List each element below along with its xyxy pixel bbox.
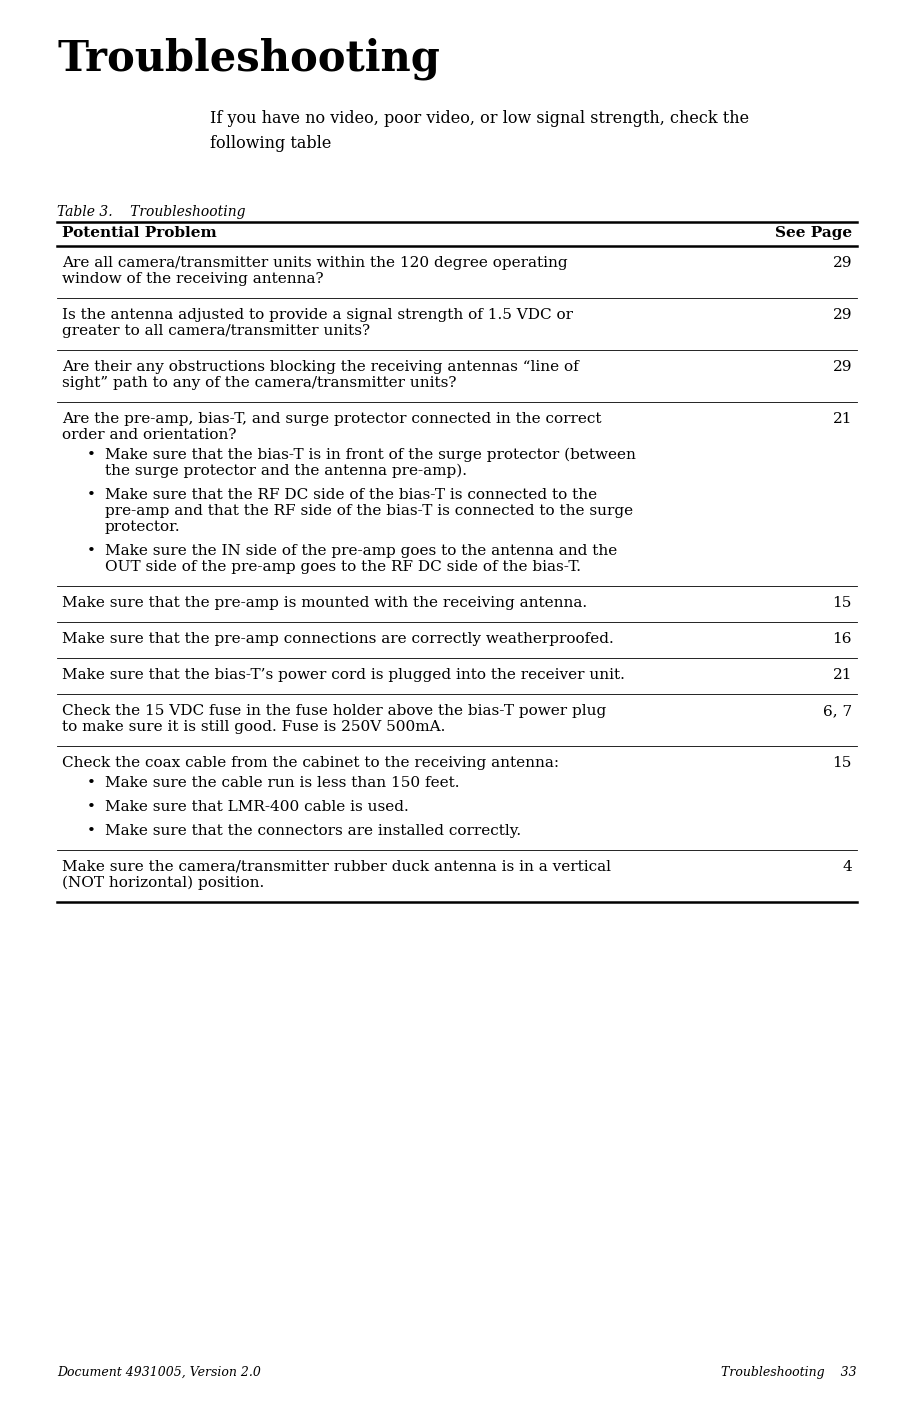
Text: •: • [87,777,96,789]
Text: Are the pre-amp, bias-T, and surge protector connected in the correct: Are the pre-amp, bias-T, and surge prote… [62,412,602,426]
Text: Make sure that the pre-amp is mounted with the receiving antenna.: Make sure that the pre-amp is mounted wi… [62,597,587,611]
Text: order and orientation?: order and orientation? [62,428,236,442]
Text: Troubleshooting    33: Troubleshooting 33 [722,1366,857,1379]
Text: 4: 4 [842,860,852,874]
Text: Table 3.    Troubleshooting: Table 3. Troubleshooting [57,205,245,219]
Text: Make sure that LMR-400 cable is used.: Make sure that LMR-400 cable is used. [105,801,409,815]
Text: protector.: protector. [105,521,180,535]
Text: 29: 29 [833,256,852,270]
Text: •: • [87,447,96,461]
Text: greater to all camera/transmitter units?: greater to all camera/transmitter units? [62,324,370,338]
Text: Troubleshooting: Troubleshooting [57,38,440,80]
Text: Make sure that the bias-T’s power cord is plugged into the receiver unit.: Make sure that the bias-T’s power cord i… [62,668,625,682]
Text: Potential Problem: Potential Problem [62,227,217,241]
Text: the surge protector and the antenna pre-amp).: the surge protector and the antenna pre-… [105,464,467,478]
Text: Make sure the cable run is less than 150 feet.: Make sure the cable run is less than 150… [105,777,460,789]
Text: 15: 15 [833,597,852,611]
Text: •: • [87,545,96,559]
Text: 15: 15 [833,756,852,770]
Text: 21: 21 [833,668,852,682]
Text: to make sure it is still good. Fuse is 250V 500mA.: to make sure it is still good. Fuse is 2… [62,720,445,734]
Text: Are all camera/transmitter units within the 120 degree operating: Are all camera/transmitter units within … [62,256,568,270]
Text: pre-amp and that the RF side of the bias-T is connected to the surge: pre-amp and that the RF side of the bias… [105,504,633,518]
Text: 29: 29 [833,360,852,374]
Text: 6, 7: 6, 7 [823,704,852,718]
Text: Make sure that the RF DC side of the bias-T is connected to the: Make sure that the RF DC side of the bia… [105,488,597,502]
Text: 16: 16 [833,632,852,646]
Text: Is the antenna adjusted to provide a signal strength of 1.5 VDC or: Is the antenna adjusted to provide a sig… [62,308,573,322]
Text: (NOT horizontal) position.: (NOT horizontal) position. [62,877,264,891]
Text: See Page: See Page [775,227,852,241]
Text: OUT side of the pre-amp goes to the RF DC side of the bias-T.: OUT side of the pre-amp goes to the RF D… [105,560,581,574]
Text: Make sure the IN side of the pre-amp goes to the antenna and the: Make sure the IN side of the pre-amp goe… [105,545,617,559]
Text: sight” path to any of the camera/transmitter units?: sight” path to any of the camera/transmi… [62,376,457,390]
Text: Are their any obstructions blocking the receiving antennas “line of: Are their any obstructions blocking the … [62,360,578,374]
Text: Check the coax cable from the cabinet to the receiving antenna:: Check the coax cable from the cabinet to… [62,756,560,770]
Text: Make sure that the bias-T is in front of the surge protector (between: Make sure that the bias-T is in front of… [105,447,636,463]
Text: •: • [87,488,96,502]
Text: Check the 15 VDC fuse in the fuse holder above the bias-T power plug: Check the 15 VDC fuse in the fuse holder… [62,704,606,718]
Text: Make sure that the connectors are installed correctly.: Make sure that the connectors are instal… [105,825,521,839]
Text: Document 4931005, Version 2.0: Document 4931005, Version 2.0 [57,1366,261,1379]
Text: •: • [87,825,96,839]
Text: Make sure the camera/transmitter rubber duck antenna is in a vertical: Make sure the camera/transmitter rubber … [62,860,611,874]
Text: 29: 29 [833,308,852,322]
Text: Make sure that the pre-amp connections are correctly weatherproofed.: Make sure that the pre-amp connections a… [62,632,614,646]
Text: 21: 21 [833,412,852,426]
Text: window of the receiving antenna?: window of the receiving antenna? [62,272,323,286]
Text: If you have no video, poor video, or low signal strength, check the
following ta: If you have no video, poor video, or low… [210,110,749,152]
Text: •: • [87,801,96,815]
